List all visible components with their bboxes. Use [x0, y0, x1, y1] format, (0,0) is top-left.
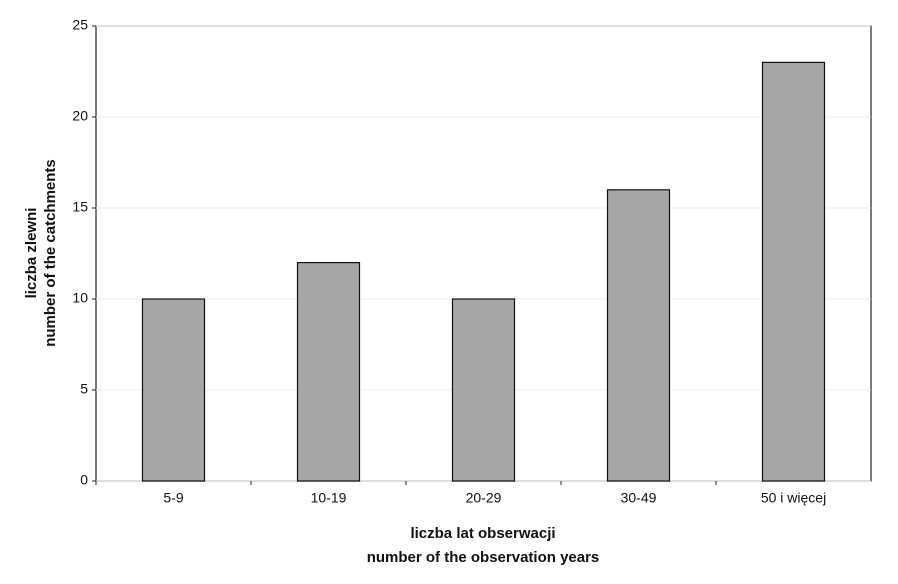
y-tick-label: 20 [72, 108, 88, 124]
x-tick-label: 50 i więcej [761, 490, 826, 506]
y-axis-label: number of the catchments [42, 159, 59, 347]
x-tick-label: 20-29 [466, 490, 502, 506]
bar [141, 298, 206, 482]
bar [761, 61, 826, 482]
y-tick-label: 10 [72, 290, 88, 306]
y-tick-label: 25 [72, 17, 88, 33]
y-axis-label: liczba zlewni [23, 208, 40, 299]
bar [451, 298, 516, 482]
x-tick-label: 30-49 [621, 490, 657, 506]
x-tick-label: 5-9 [163, 490, 183, 506]
y-tick-label: 0 [80, 472, 88, 488]
y-tick-label: 5 [80, 381, 88, 397]
x-tick-label: 10-19 [311, 490, 347, 506]
bar [606, 189, 671, 482]
bar [296, 262, 361, 482]
x-axis-label: number of the observation years [367, 549, 600, 566]
x-axis-label: liczba lat obserwacji [410, 525, 555, 542]
y-tick-label: 15 [72, 199, 88, 215]
